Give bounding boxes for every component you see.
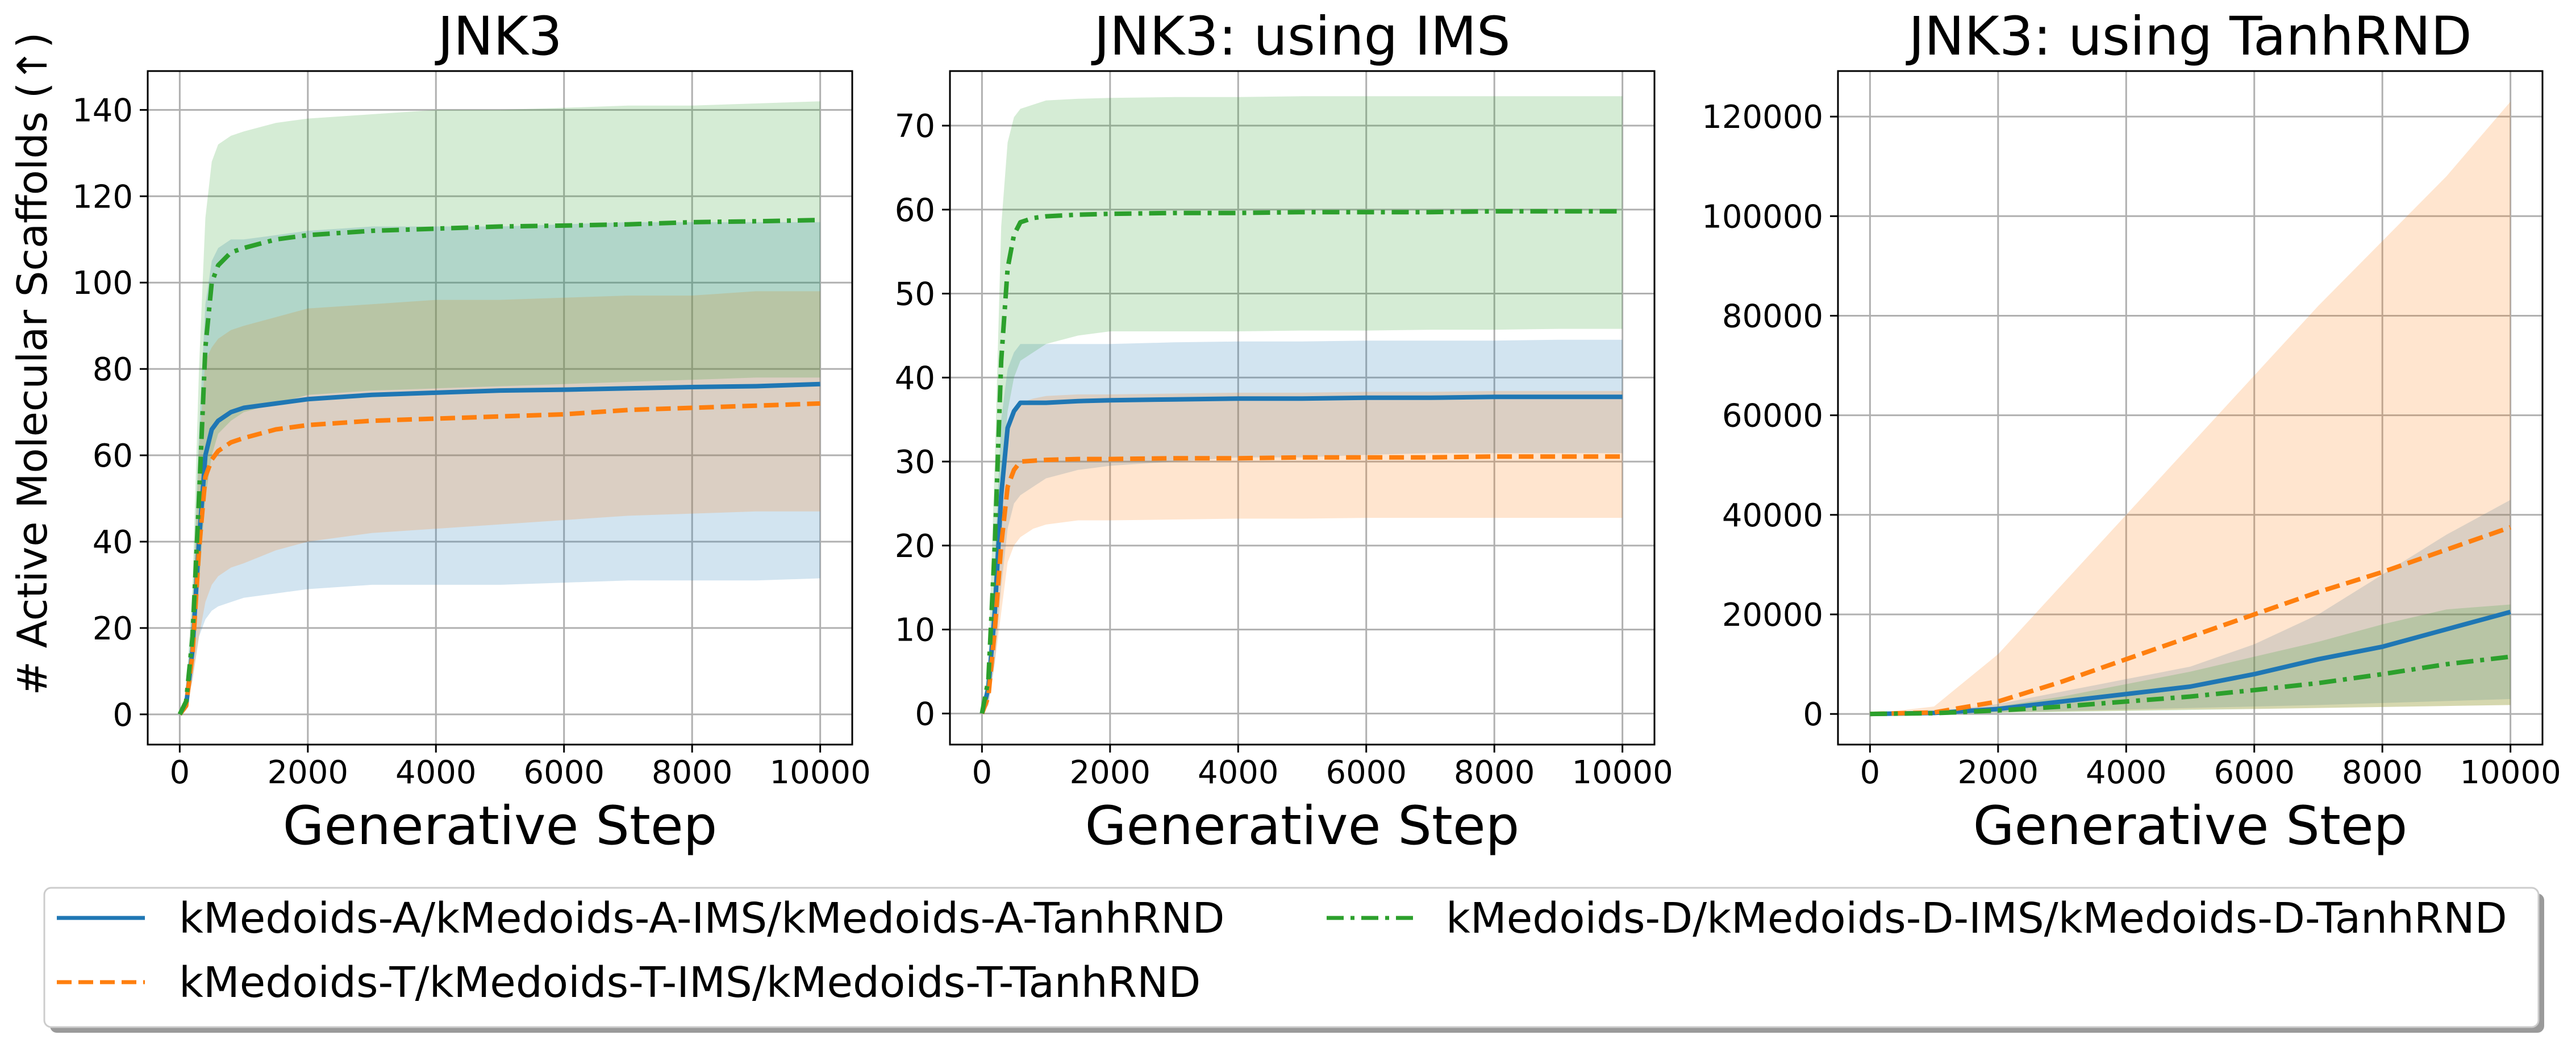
x-tick-label: 4000 — [2086, 754, 2167, 791]
plot-frame — [1837, 70, 2544, 746]
confidence-band-d — [180, 101, 820, 714]
confidence-band-a — [1870, 500, 2511, 714]
y-tick-label: 120000 — [1702, 99, 1823, 136]
y-tick-label: 30 — [895, 444, 935, 481]
y-tick-label: 50 — [895, 276, 935, 313]
legend-entry-a: kMedoids-A/kMedoids-A-IMS/kMedoids-A-Tan… — [57, 894, 1225, 943]
series-line-a — [979, 394, 1623, 714]
x-tick-label: 4000 — [1198, 754, 1279, 791]
series-line-d — [177, 218, 820, 716]
y-tick-label: 80000 — [1722, 298, 1823, 335]
y-tick-label: 100 — [72, 265, 133, 302]
y-tick-label: 80 — [93, 351, 133, 388]
series-line-t — [178, 401, 820, 716]
x-tick-label: 6000 — [1325, 754, 1407, 791]
x-tick-label: 6000 — [523, 754, 605, 791]
y-tick-label: 0 — [915, 696, 935, 733]
y-tick-label: 40 — [895, 360, 935, 397]
y-tick-label: 20000 — [1722, 597, 1823, 634]
x-axis-label: Generative Step — [283, 795, 718, 857]
chart-panel-2: 0 2000 4000 6000 8000 10000 0 10 20 30 40 50 60 70 JNK… — [895, 6, 1673, 857]
confidence-band-t — [1870, 101, 2511, 714]
series-line-d — [979, 209, 1623, 714]
shared-y-axis-label-group: # Active Molecular Scaffolds (↑) — [9, 32, 56, 696]
y-tick-label: 60000 — [1722, 398, 1823, 435]
x-axis-label: Generative Step — [1973, 795, 2408, 857]
x-tick-label: 6000 — [2214, 754, 2295, 791]
x-tick-label: 10000 — [1572, 754, 1673, 791]
legend-label-t: kMedoids-T/kMedoids-T-IMS/kMedoids-T-Tan… — [179, 958, 1201, 1007]
x-tick-label: 10000 — [2460, 754, 2561, 791]
legend-entry-d: kMedoids-D/kMedoids-D-IMS/kMedoids-D-Tan… — [1327, 894, 2507, 943]
y-tick-label: 60 — [895, 192, 935, 229]
x-tick-label: 10000 — [770, 754, 871, 791]
legend-frame — [43, 887, 2540, 1028]
chart-title: JNK3: using IMS — [1091, 6, 1510, 68]
legend: kMedoids-A/kMedoids-A-IMS/kMedoids-A-Tan… — [43, 887, 2544, 1033]
x-tick-label: 2000 — [1958, 754, 2039, 791]
confidence-band-t — [982, 390, 1623, 714]
series-line-t — [979, 454, 1623, 714]
legend-label-a: kMedoids-A/kMedoids-A-IMS/kMedoids-A-Tan… — [179, 894, 1225, 943]
y-tick-label: 120 — [72, 178, 133, 215]
series-line-d — [1870, 654, 2511, 717]
y-tick-label: 60 — [93, 438, 133, 475]
y-tick-label: 140 — [72, 92, 133, 129]
x-tick-label: 0 — [972, 754, 993, 791]
chart-panel-1: 0 2000 4000 6000 8000 10000 0 20 40 60 80 100 120 140… — [72, 6, 871, 857]
x-tick-label: 2000 — [268, 754, 349, 791]
chart-title: JNK3 — [435, 6, 562, 68]
x-tick-label: 2000 — [1070, 754, 1151, 791]
x-tick-label: 0 — [1860, 754, 1881, 791]
chart-title: JNK3: using TanhRND — [1906, 6, 2471, 68]
x-tick-label: 4000 — [395, 754, 477, 791]
y-tick-label: 0 — [1803, 696, 1823, 733]
plot-frame — [147, 70, 853, 746]
legend-entry-t: kMedoids-T/kMedoids-T-IMS/kMedoids-T-Tan… — [57, 958, 1201, 1007]
legend-label-d: kMedoids-D/kMedoids-D-IMS/kMedoids-D-Tan… — [1446, 894, 2507, 943]
confidence-band-d — [1870, 604, 2511, 714]
confidence-band-a — [180, 222, 820, 714]
y-tick-label: 20 — [895, 528, 935, 565]
y-tick-label: 100000 — [1702, 198, 1823, 235]
y-axis-label: # Active Molecular Scaffolds (↑) — [9, 32, 56, 696]
confidence-band-a — [982, 339, 1623, 714]
y-tick-label: 20 — [93, 610, 133, 647]
plot-frame — [949, 70, 1656, 746]
x-tick-label: 8000 — [2342, 754, 2423, 791]
y-tick-label: 10 — [895, 612, 935, 649]
y-tick-label: 40 — [93, 524, 133, 561]
confidence-band-d — [982, 96, 1623, 714]
y-tick-label: 40000 — [1722, 497, 1823, 534]
y-tick-label: 70 — [895, 108, 935, 145]
x-axis-label: Generative Step — [1085, 795, 1520, 857]
y-tick-label: 0 — [112, 697, 133, 734]
chart-panels: 0 2000 4000 6000 8000 10000020406080100120140… — [72, 6, 2561, 857]
series-line-t — [1870, 525, 2511, 717]
x-tick-label: 8000 — [1454, 754, 1535, 791]
x-tick-label: 8000 — [652, 754, 733, 791]
chart-panel-3: 0 2000 4000 6000 8000 10000020000400006000080… — [1702, 6, 2561, 857]
x-tick-label: 0 — [170, 754, 190, 791]
